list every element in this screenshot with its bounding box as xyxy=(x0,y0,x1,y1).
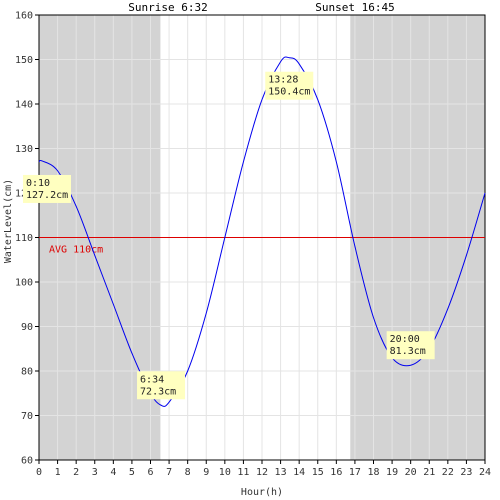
annotation-box xyxy=(137,371,186,400)
x-tick-label: 2 xyxy=(73,467,79,478)
x-tick-label: 14 xyxy=(293,467,305,478)
x-tick-label: 16 xyxy=(330,467,342,478)
y-tick-label: 130 xyxy=(15,144,33,155)
x-tick-label: 10 xyxy=(219,467,231,478)
y-tick-label: 100 xyxy=(15,278,33,289)
x-tick-label: 17 xyxy=(349,467,361,478)
sunrise-label: Sunrise 6:32 xyxy=(128,1,207,14)
sunset-label: Sunset 16:45 xyxy=(315,1,394,14)
y-tick-label: 90 xyxy=(21,322,33,333)
annotation-time: 0:10 xyxy=(26,178,50,189)
x-tick-label: 24 xyxy=(479,467,491,478)
average-label: AVG 110cm xyxy=(49,245,103,256)
x-tick-label: 22 xyxy=(442,467,454,478)
x-tick-label: 19 xyxy=(386,467,398,478)
tide-curve xyxy=(38,56,486,407)
x-tick-label: 4 xyxy=(110,467,116,478)
annotation-value: 72.3cm xyxy=(140,386,176,397)
x-tick-label: 5 xyxy=(129,467,135,478)
y-tick-label: 150 xyxy=(15,55,33,66)
x-tick-label: 8 xyxy=(185,467,191,478)
annotation-value: 150.4cm xyxy=(268,87,310,98)
x-tick-label: 6 xyxy=(147,467,153,478)
annotation-box xyxy=(23,174,71,203)
y-tick-label: 60 xyxy=(21,456,33,467)
x-tick-label: 18 xyxy=(367,467,379,478)
annotation-value: 127.2cm xyxy=(26,190,68,201)
y-tick-label: 160 xyxy=(15,11,33,22)
x-tick-label: 20 xyxy=(405,467,417,478)
annotation-time: 6:34 xyxy=(140,374,164,385)
y-axis-title: WaterLevel(cm) xyxy=(3,179,14,263)
x-tick-label: 12 xyxy=(256,467,268,478)
plot-area: 0 1 2 3 4 5 6 7 8 9 10 11 12 13 14 15 16 17 18 19 20 21 22 23 24… xyxy=(15,11,491,479)
x-tick-label: 15 xyxy=(312,467,324,478)
annotation-box xyxy=(386,331,435,360)
x-tick-label: 11 xyxy=(237,467,249,478)
x-axis-title: Hour(h) xyxy=(241,487,283,498)
annotation-box xyxy=(265,71,314,100)
annotation-time: 13:28 xyxy=(268,75,298,86)
x-tick-label: 23 xyxy=(460,467,472,478)
x-tick-label: 3 xyxy=(92,467,98,478)
x-tick-label: 21 xyxy=(423,467,435,478)
y-tick-label: 140 xyxy=(15,100,33,111)
y-tick-label: 70 xyxy=(21,411,33,422)
x-tick-label: 0 xyxy=(36,467,42,478)
annotation-time: 20:00 xyxy=(390,334,420,345)
x-tick-label: 13 xyxy=(275,467,287,478)
x-tick-label: 7 xyxy=(166,467,172,478)
annotation-value: 81.3cm xyxy=(390,346,426,357)
y-tick-label: 110 xyxy=(15,233,33,244)
x-tick-label: 9 xyxy=(203,467,209,478)
y-tick-label: 80 xyxy=(21,367,33,378)
x-tick-label: 1 xyxy=(55,467,61,478)
